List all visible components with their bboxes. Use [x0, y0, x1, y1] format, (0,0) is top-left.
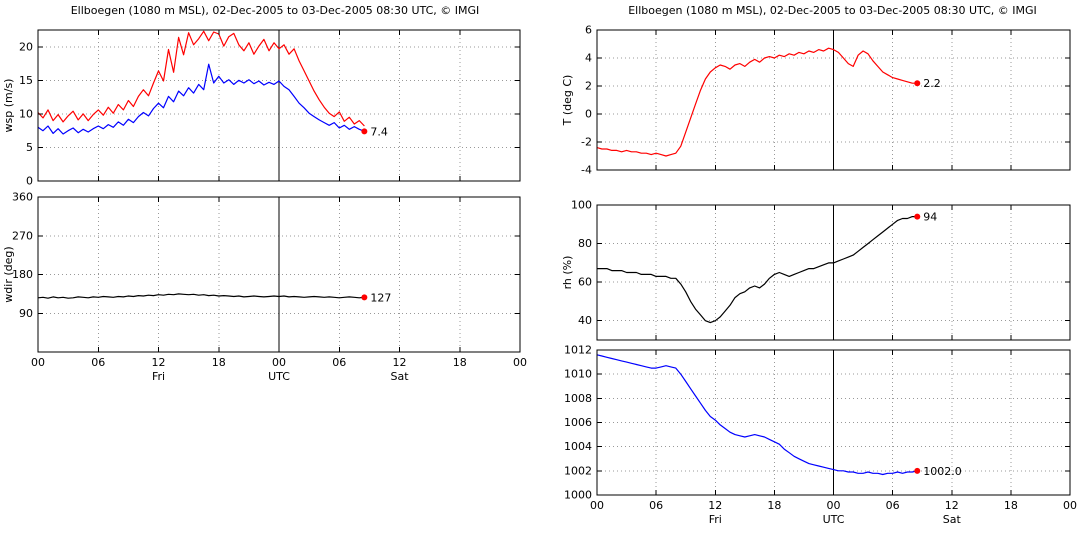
wsp-mean-line [37, 63, 365, 135]
wind-speed-chart: 0 5 10 15 20 wsp (m/s) 7.4 [2, 29, 521, 188]
end-value-label: 94 [923, 211, 937, 224]
end-value-label: 7.4 [370, 125, 388, 138]
y-tick-label: 1006 [564, 416, 592, 429]
temperature-chart: -4 -2 0 2 4 6 T (deg C) 2.2 [561, 24, 1071, 177]
y-tick-label: 20 [19, 40, 33, 53]
tick-marks [37, 30, 521, 182]
axis-labels: 0 5 10 15 20 wsp (m/s) [2, 40, 33, 187]
y-tick-label: 0 [26, 175, 33, 188]
x-tick-label: 18 [767, 499, 781, 512]
x-tick-label: 12 [152, 356, 166, 369]
tick-marks [596, 29, 1071, 171]
y-axis-label: rh (%) [561, 256, 574, 290]
end-value-label: 2.2 [923, 77, 941, 90]
y-tick-label: 1000 [564, 489, 592, 502]
x-tick-label: 00 [513, 356, 527, 369]
x-tick-label: 06 [332, 356, 346, 369]
chart-title-right: Ellboegen (1080 m MSL), 02-Dec-2005 to 0… [628, 4, 1037, 17]
x-tick-label: 06 [886, 499, 900, 512]
y-tick-label: 10 [19, 107, 33, 120]
y-tick-label: 2 [585, 80, 592, 93]
y-tick-label: 100 [571, 199, 592, 212]
end-marker [914, 80, 921, 87]
y-tick-label: 4 [585, 52, 592, 65]
y-tick-label: 1004 [564, 440, 592, 453]
y-axis-label: wdir (deg) [2, 246, 15, 302]
day-label: Sat [390, 370, 409, 383]
axis-labels: -4 -2 0 2 4 6 T (deg C) [561, 24, 592, 177]
x-tick-label: 06 [649, 499, 663, 512]
x-tick-label: 06 [91, 356, 105, 369]
y-tick-label: 40 [578, 314, 592, 327]
y-tick-label: 270 [12, 229, 33, 242]
x-tick-label: 18 [1004, 499, 1018, 512]
y-tick-label: 1012 [564, 344, 592, 357]
humidity-chart: 40 60 80 100 rh (%) 94 [561, 199, 1071, 341]
y-tick-label: 60 [578, 276, 592, 289]
end-value-label: 127 [370, 291, 391, 304]
tick-marks [596, 349, 1071, 496]
axis-labels: 1000 1002 1004 1006 1008 1010 1012 00 06 12 18 00 06… [564, 344, 1077, 527]
y-tick-label: -2 [581, 136, 592, 149]
y-tick-label: 1010 [564, 368, 592, 381]
x-tick-label: 00 [1063, 499, 1077, 512]
pressure-chart: 1000 1002 1004 1006 1008 1010 1012 00 06 12 18 00 06… [564, 344, 1077, 527]
end-marker [914, 467, 921, 474]
x-tick-label: 18 [453, 356, 467, 369]
end-marker [361, 128, 368, 135]
temp-line [596, 47, 918, 157]
axis-labels: 40 60 80 100 rh (%) [561, 199, 592, 328]
y-tick-label: 80 [578, 237, 592, 250]
end-marker [361, 294, 368, 301]
x-tick-label: 00 [590, 499, 604, 512]
y-tick-label: 15 [19, 74, 33, 87]
axis-labels: 90 180 270 360 00 06 12 18 00 06 12 18 00 Fri UTC Sat wd… [2, 191, 527, 384]
end-value-label: 1002.0 [923, 465, 962, 478]
rh-line [597, 216, 918, 324]
y-tick-label: 6 [585, 24, 592, 37]
x-tick-label: 00 [31, 356, 45, 369]
pressure-line [596, 354, 918, 476]
x-tick-label: 00 [272, 356, 286, 369]
end-marker [914, 213, 921, 220]
wind-direction-chart: 90 180 270 360 00 06 12 18 00 06 12 18 00 Fri UTC Sat wd… [2, 191, 527, 384]
x-tick-label: 12 [945, 499, 959, 512]
tick-marks [37, 196, 521, 352]
y-axis-label: T (deg C) [561, 75, 574, 127]
y-tick-label: 5 [26, 141, 33, 154]
day-label: Fri [152, 370, 165, 383]
day-label: UTC [268, 370, 290, 383]
x-tick-label: 12 [708, 499, 722, 512]
y-tick-label: 1008 [564, 392, 592, 405]
wdir-line [37, 293, 365, 299]
chart-title-left: Ellboegen (1080 m MSL), 02-Dec-2005 to 0… [70, 4, 480, 17]
y-tick-label: 90 [19, 307, 33, 320]
x-tick-label: 12 [393, 356, 407, 369]
x-tick-label: 18 [212, 356, 226, 369]
wsp-max-line [37, 30, 365, 127]
tick-marks [596, 204, 1071, 340]
y-tick-label: 1002 [564, 464, 592, 477]
day-label: Fri [709, 513, 722, 526]
y-tick-label: 0 [585, 108, 592, 121]
day-label: UTC [823, 513, 845, 526]
y-tick-label: -4 [581, 164, 592, 177]
y-tick-label: 180 [12, 268, 33, 281]
day-label: Sat [943, 513, 962, 526]
y-axis-label: wsp (m/s) [2, 79, 15, 133]
x-tick-label: 00 [827, 499, 841, 512]
y-tick-label: 360 [12, 191, 33, 204]
